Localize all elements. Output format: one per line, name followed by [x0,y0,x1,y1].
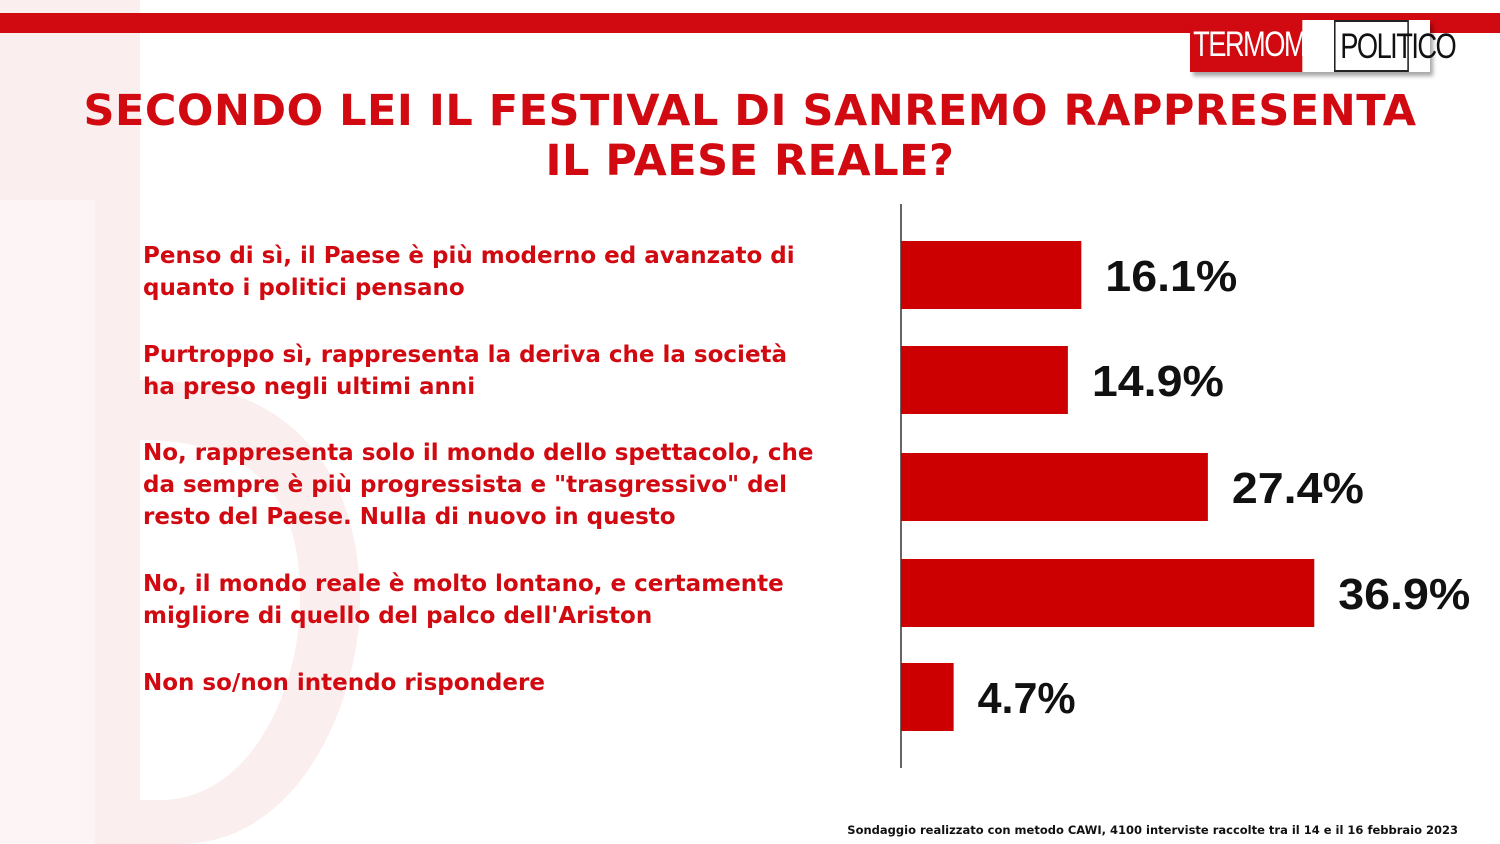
category-label-1-line-2: quanto i politici pensano [143,275,465,301]
survey-footnote: Sondaggio realizzato con metodo CAWI, 41… [847,823,1458,837]
data-label-3: 27.4% [1232,464,1364,513]
bar-4 [901,559,1315,627]
category-label-1: Penso di sì, il Paese è più moderno ed a… [143,240,883,304]
category-label-3-line-2: da sempre è più progressista e "trasgres… [143,472,788,498]
logo-part-termometro: TERMOMETRO [1190,20,1376,72]
data-label-2: 14.9% [1092,357,1224,406]
logo-part-politico: POLITICO [1334,20,1457,72]
category-label-4: No, il mondo reale è molto lontano, e ce… [143,568,883,632]
category-label-5-line-1: Non so/non intendo rispondere [143,670,545,696]
chart-title-line-2: IL PAESE REALE? [545,136,955,186]
data-label-5: 4.7% [978,674,1076,723]
category-label-4-line-1: No, il mondo reale è molto lontano, e ce… [143,571,784,597]
data-label-4: 36.9% [1338,570,1470,619]
category-label-3: No, rappresenta solo il mondo dello spet… [143,437,883,533]
bar-2 [901,346,1068,414]
category-label-1-line-1: Penso di sì, il Paese è più moderno ed a… [143,243,795,269]
bar-5 [901,663,954,731]
category-label-5: Non so/non intendo rispondere [143,667,883,699]
category-label-2: Purtroppo sì, rappresenta la deriva che … [143,339,883,403]
bar-chart: 16.1% 14.9% 27.4% 36.9% 4.7% [900,204,1470,768]
bar-1 [901,241,1082,309]
chart-title-line-1: SECONDO LEI IL FESTIVAL DI SANREMO RAPPR… [83,86,1417,136]
termometro-politico-logo: TERMOMETRO POLITICO [1190,20,1457,72]
background-watermark [0,0,360,844]
category-label-2-line-2: ha preso negli ultimi anni [143,374,476,400]
category-label-3-line-1: No, rappresenta solo il mondo dello spet… [143,440,814,466]
category-label-3-line-3: resto del Paese. Nulla di nuovo in quest… [143,504,676,530]
data-label-1: 16.1% [1105,252,1237,301]
bar-3 [901,453,1208,521]
chart-title: SECONDO LEI IL FESTIVAL DI SANREMO RAPPR… [0,86,1500,186]
top-red-bar [0,13,1500,33]
category-label-4-line-2: migliore di quello del palco dell'Aristo… [143,603,653,629]
category-label-2-line-1: Purtroppo sì, rappresenta la deriva che … [143,342,788,368]
